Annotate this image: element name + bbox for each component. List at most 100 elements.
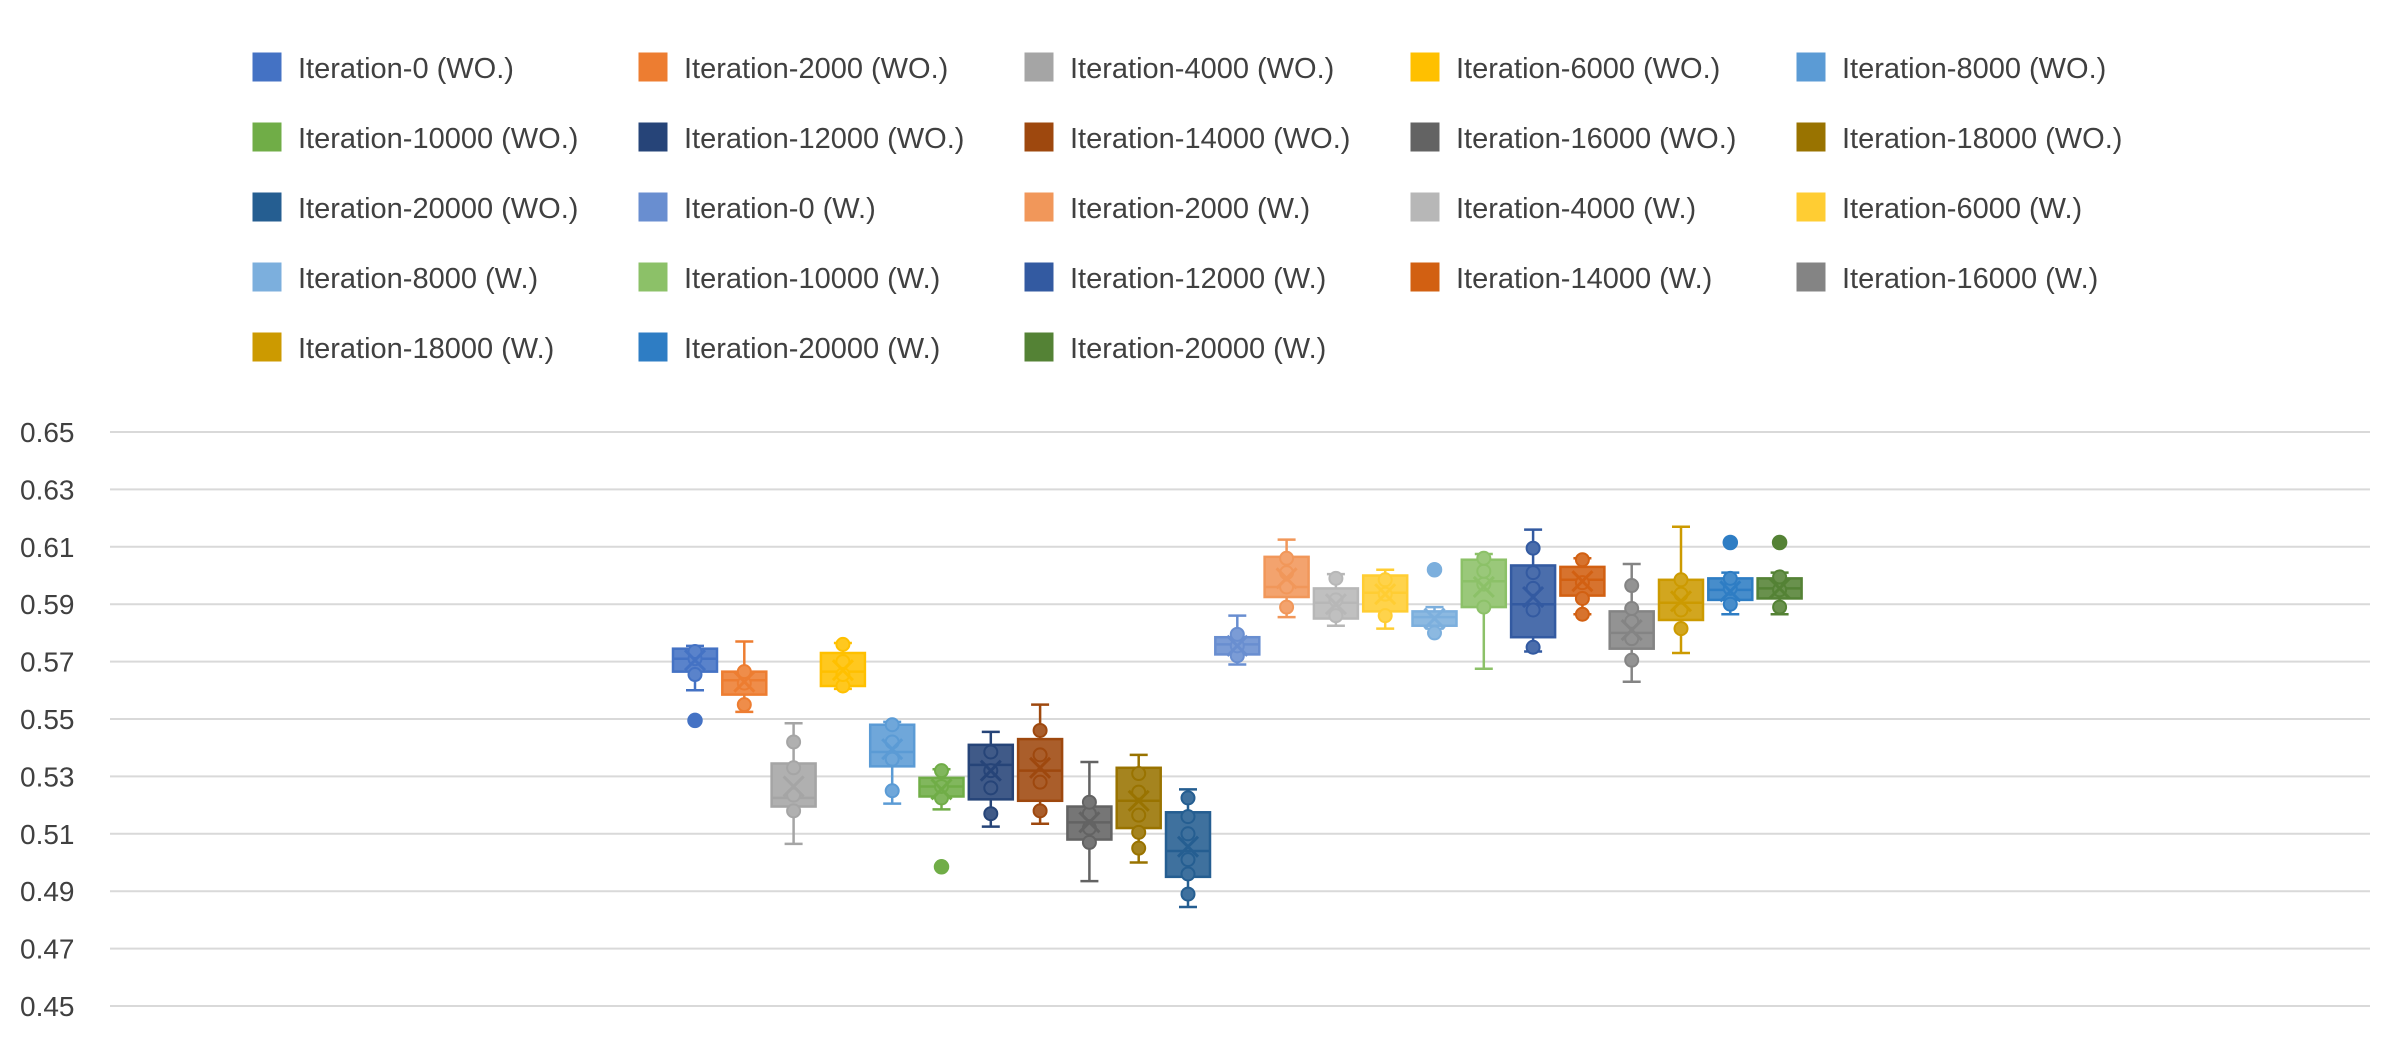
- inner-point: [1032, 803, 1048, 819]
- legend-label: Iteration-20000 (W.): [684, 333, 940, 365]
- legend-item: Iteration-16000 (W.): [1796, 262, 2098, 295]
- legend-item: Iteration-8000 (W.): [252, 262, 538, 295]
- mean-marker: [1571, 570, 1594, 593]
- outlier-point: [1722, 534, 1739, 551]
- inner-point: [1180, 809, 1196, 825]
- legend-item: Iteration-0 (WO.): [252, 52, 514, 85]
- legend-swatch: [1410, 262, 1440, 292]
- inner-point: [1180, 886, 1196, 902]
- mean-marker: [1127, 789, 1150, 812]
- y-tick-label: 0.45: [20, 991, 75, 1022]
- box-22: [1707, 534, 1754, 616]
- inner-point: [1722, 596, 1738, 612]
- legend-label: Iteration-6000 (WO.): [1456, 53, 1720, 85]
- legend-item: Iteration-12000 (WO.): [638, 122, 964, 155]
- box-21: [1657, 525, 1705, 655]
- outlier-point: [1771, 534, 1788, 551]
- legend-label: Iteration-14000 (W.): [1456, 263, 1712, 295]
- inner-point: [1279, 599, 1295, 615]
- legend-label: Iteration-12000 (WO.): [684, 123, 964, 155]
- legend-label: Iteration-18000 (WO.): [1842, 123, 2122, 155]
- box-6: [918, 763, 965, 875]
- legend-label: Iteration-16000 (W.): [1842, 263, 2098, 295]
- mean-marker: [782, 775, 805, 798]
- box-19: [1559, 552, 1606, 622]
- inner-point: [884, 783, 900, 799]
- legend-item: Iteration-20000 (W.): [638, 332, 940, 365]
- inner-point: [736, 697, 752, 713]
- mean-marker: [1472, 575, 1495, 599]
- y-tick-label: 0.61: [20, 532, 75, 563]
- legend-swatch: [1410, 52, 1440, 82]
- legend-swatch: [1024, 122, 1054, 152]
- mean-marker: [881, 738, 904, 761]
- legend-swatch: [1796, 122, 1826, 152]
- legend-label: Iteration-8000 (WO.): [1842, 53, 2106, 85]
- legend-item: Iteration-6000 (WO.): [1410, 52, 1720, 85]
- mean-marker: [1275, 567, 1298, 590]
- legend-label: Iteration-6000 (W.): [1842, 193, 2082, 225]
- box-12: [1214, 614, 1261, 666]
- mean-marker: [683, 649, 707, 672]
- inner-point: [1180, 866, 1196, 882]
- legend-swatch: [1796, 192, 1826, 222]
- mean-marker: [1620, 618, 1643, 642]
- box-15: [1361, 568, 1409, 630]
- mean-marker: [1078, 811, 1101, 834]
- box-series-group: [671, 525, 1803, 909]
- legend-item: Iteration-16000 (WO.): [1410, 122, 1736, 155]
- legend-label: Iteration-0 (W.): [684, 193, 876, 225]
- mean-marker: [831, 659, 854, 682]
- outlier-point: [687, 712, 703, 729]
- legend-swatch: [1024, 192, 1054, 222]
- mean-marker: [1324, 593, 1347, 616]
- legend-swatch: [1024, 52, 1054, 82]
- legend-item: Iteration-4000 (W.): [1410, 192, 1696, 225]
- legend-label: Iteration-8000 (W.): [298, 263, 538, 295]
- legend-item: Iteration-8000 (WO.): [1796, 52, 2106, 85]
- inner-point: [884, 717, 900, 733]
- box-17: [1460, 550, 1508, 671]
- inner-point: [1772, 569, 1788, 585]
- box-9: [1066, 760, 1113, 883]
- legend-label: Iteration-20000 (W.): [1070, 333, 1326, 365]
- box-7: [967, 730, 1015, 828]
- y-tick-label: 0.59: [20, 589, 75, 620]
- legend-item: Iteration-10000 (WO.): [252, 122, 578, 155]
- mean-marker: [1719, 580, 1742, 603]
- legend-item: Iteration-2000 (WO.): [638, 52, 948, 85]
- y-tick-label: 0.53: [20, 761, 75, 792]
- y-axis-tick-labels: 0.45 0.47 0.49 0.51 0.53 0.55 0.57 0.59 0.61 0.63…: [20, 417, 75, 1022]
- y-tick-label: 0.55: [20, 704, 75, 735]
- y-tick-label: 0.51: [20, 819, 75, 850]
- box-13: [1263, 538, 1310, 619]
- inner-point: [786, 760, 802, 776]
- y-tick-label: 0.63: [20, 474, 75, 505]
- box-5: [868, 717, 916, 805]
- inner-point: [1032, 722, 1048, 738]
- y-tick-label: 0.47: [20, 934, 75, 965]
- inner-point: [1427, 625, 1442, 641]
- outlier-point: [1426, 562, 1443, 578]
- y-gridlines: [110, 431, 2370, 1007]
- legend-label: Iteration-14000 (WO.): [1070, 123, 1350, 155]
- legend-swatch: [638, 192, 668, 222]
- inner-point: [1574, 606, 1590, 622]
- legend-item: Iteration-2000 (W.): [1024, 192, 1310, 225]
- inner-point: [1032, 747, 1048, 763]
- legend-item: Iteration-6000 (W.): [1796, 192, 2082, 225]
- inner-point: [835, 636, 851, 652]
- box-3: [770, 722, 817, 846]
- inner-point: [1081, 794, 1097, 810]
- inner-point: [1180, 852, 1196, 868]
- box-23: [1756, 534, 1803, 616]
- inner-point: [1525, 565, 1541, 581]
- box-4: [819, 636, 867, 694]
- mean-marker: [930, 778, 953, 801]
- box-11: [1164, 788, 1212, 909]
- inner-point: [1624, 578, 1640, 594]
- mean-marker: [1029, 756, 1052, 779]
- inner-point: [1673, 572, 1689, 588]
- inner-point: [1624, 652, 1640, 668]
- inner-point: [1131, 807, 1147, 823]
